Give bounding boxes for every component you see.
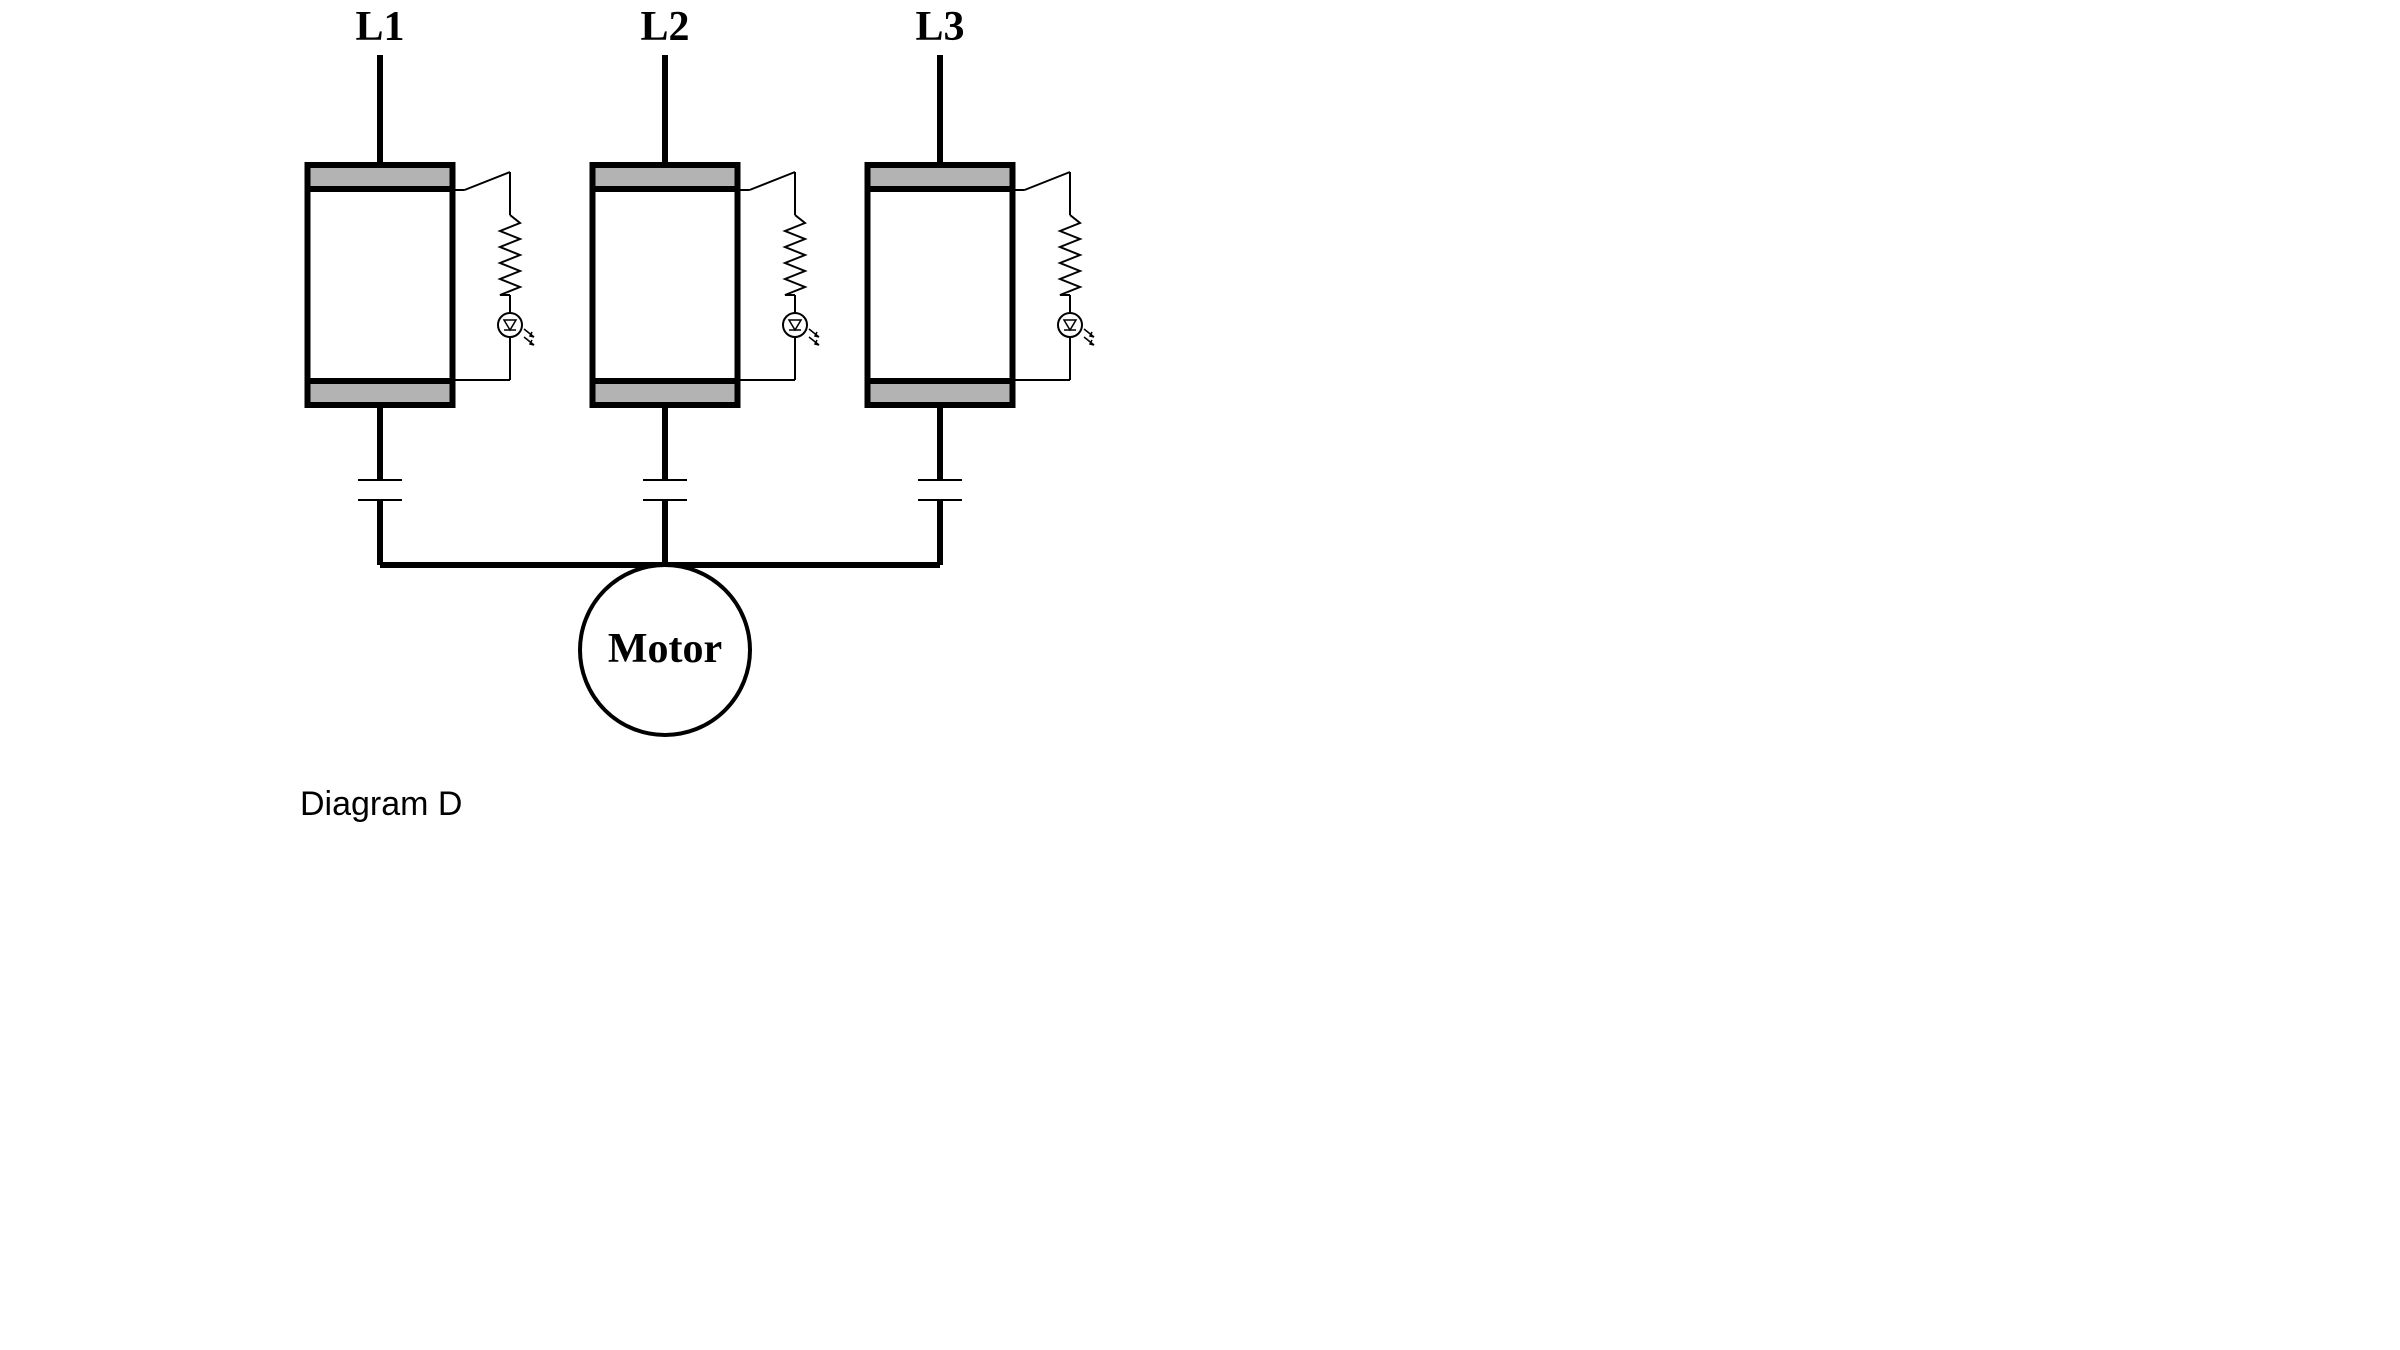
fuse-body [593,165,738,405]
fuse-cap-bot [308,381,453,405]
fuse-cap-top [308,165,453,189]
phase-label: L3 [915,4,964,50]
led-icon [498,313,522,337]
phase-label: L2 [640,4,689,50]
motor-label: Motor [608,626,722,672]
fuse-body [868,165,1013,405]
phase-label: L1 [355,4,404,50]
fuse-cap-bot [593,381,738,405]
fuse-body [308,165,453,405]
fuse-cap-top [868,165,1013,189]
diagram-caption: Diagram D [300,785,462,823]
led-icon [783,313,807,337]
fuse-cap-top [593,165,738,189]
led-icon [1058,313,1082,337]
fuse-cap-bot [868,381,1013,405]
